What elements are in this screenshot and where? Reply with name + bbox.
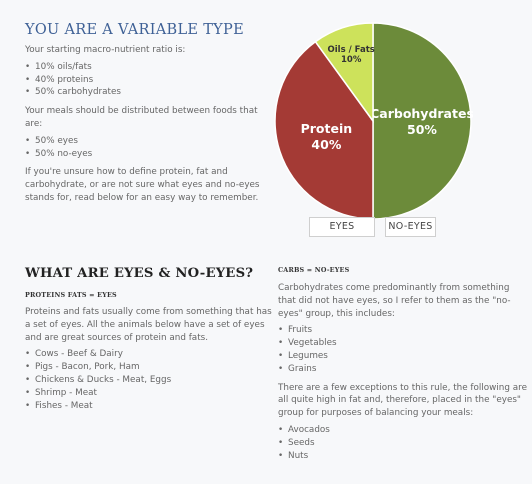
exception-list: Avocados Seeds Nuts (278, 424, 528, 462)
list-item: Grains (278, 363, 528, 376)
macro-pie-chart: Carbohydrates 50% Protein 40% Oils / Fats 10% (273, 9, 474, 220)
list-item: 50% carbohydrates (25, 86, 275, 99)
pie-slice-oils-fats (314, 22, 374, 124)
pie-slice-carbohydrates (372, 22, 472, 220)
list-item: Seeds (278, 437, 528, 450)
proteins-text: Proteins and fats usually come from some… (25, 307, 272, 343)
carbs-heading: CARBS = NO-EYES (278, 266, 350, 274)
unsure-text: If you're unsure how to define protein, … (25, 167, 260, 203)
meals-list: 50% eyes 50% no-eyes (25, 135, 275, 161)
list-item: Pigs - Bacon, Pork, Ham (25, 361, 275, 374)
list-item: Vegetables (278, 337, 528, 350)
eyes-tag: EYES (309, 217, 375, 237)
pie-label-protein: Protein (301, 121, 353, 136)
meals-intro-text: Your meals should be distributed between… (25, 106, 258, 129)
list-item: Legumes (278, 350, 528, 363)
intro-block: Your starting macro-nutrient ratio is: 1… (25, 44, 275, 205)
list-item: Shrimp - Meat (25, 387, 275, 400)
carbs-text: Carbohydrates come predominantly from so… (278, 283, 511, 319)
exceptions-text: There are a few exceptions to this rule,… (278, 382, 527, 419)
pie-label-carbohydrates: Carbohydrates (370, 106, 473, 121)
list-item: 50% no-eyes (25, 148, 275, 161)
page-title: YOU ARE A VARIABLE TYPE (25, 22, 244, 38)
pie-slice-protein (274, 40, 374, 220)
animal-list: Cows - Beef & Dairy Pigs - Bacon, Pork, … (25, 348, 275, 412)
list-item: Nuts (278, 450, 528, 463)
pie-value-oils-fats: 10% (341, 55, 362, 65)
list-item: 50% eyes (25, 135, 275, 148)
ratio-list: 10% oils/fats 40% proteins 50% carbohydr… (25, 61, 275, 99)
pie-label-oils-fats: Oils / Fats (328, 45, 375, 55)
list-item: Chickens & Ducks - Meat, Eggs (25, 374, 275, 387)
carbs-block: Carbohydrates come predominantly from so… (278, 282, 528, 468)
pie-value-carbohydrates: 50% (407, 122, 437, 137)
section-title: WHAT ARE EYES & NO-EYES? (25, 266, 254, 281)
list-item: Cows - Beef & Dairy (25, 348, 275, 361)
proteins-heading: PROTEINS FATS = EYES (25, 291, 117, 299)
pie-value-protein: 40% (311, 137, 341, 152)
list-item: Fishes - Meat (25, 400, 275, 413)
no-eyes-tag: NO-EYES (385, 217, 436, 237)
list-item: 40% proteins (25, 74, 275, 87)
list-item: 10% oils/fats (25, 61, 275, 74)
ratio-intro-text: Your starting macro-nutrient ratio is: (25, 45, 186, 55)
proteins-block: Proteins and fats usually come from some… (25, 306, 275, 418)
carb-list: Fruits Vegetables Legumes Grains (278, 324, 528, 375)
list-item: Fruits (278, 324, 528, 337)
list-item: Avocados (278, 424, 528, 437)
